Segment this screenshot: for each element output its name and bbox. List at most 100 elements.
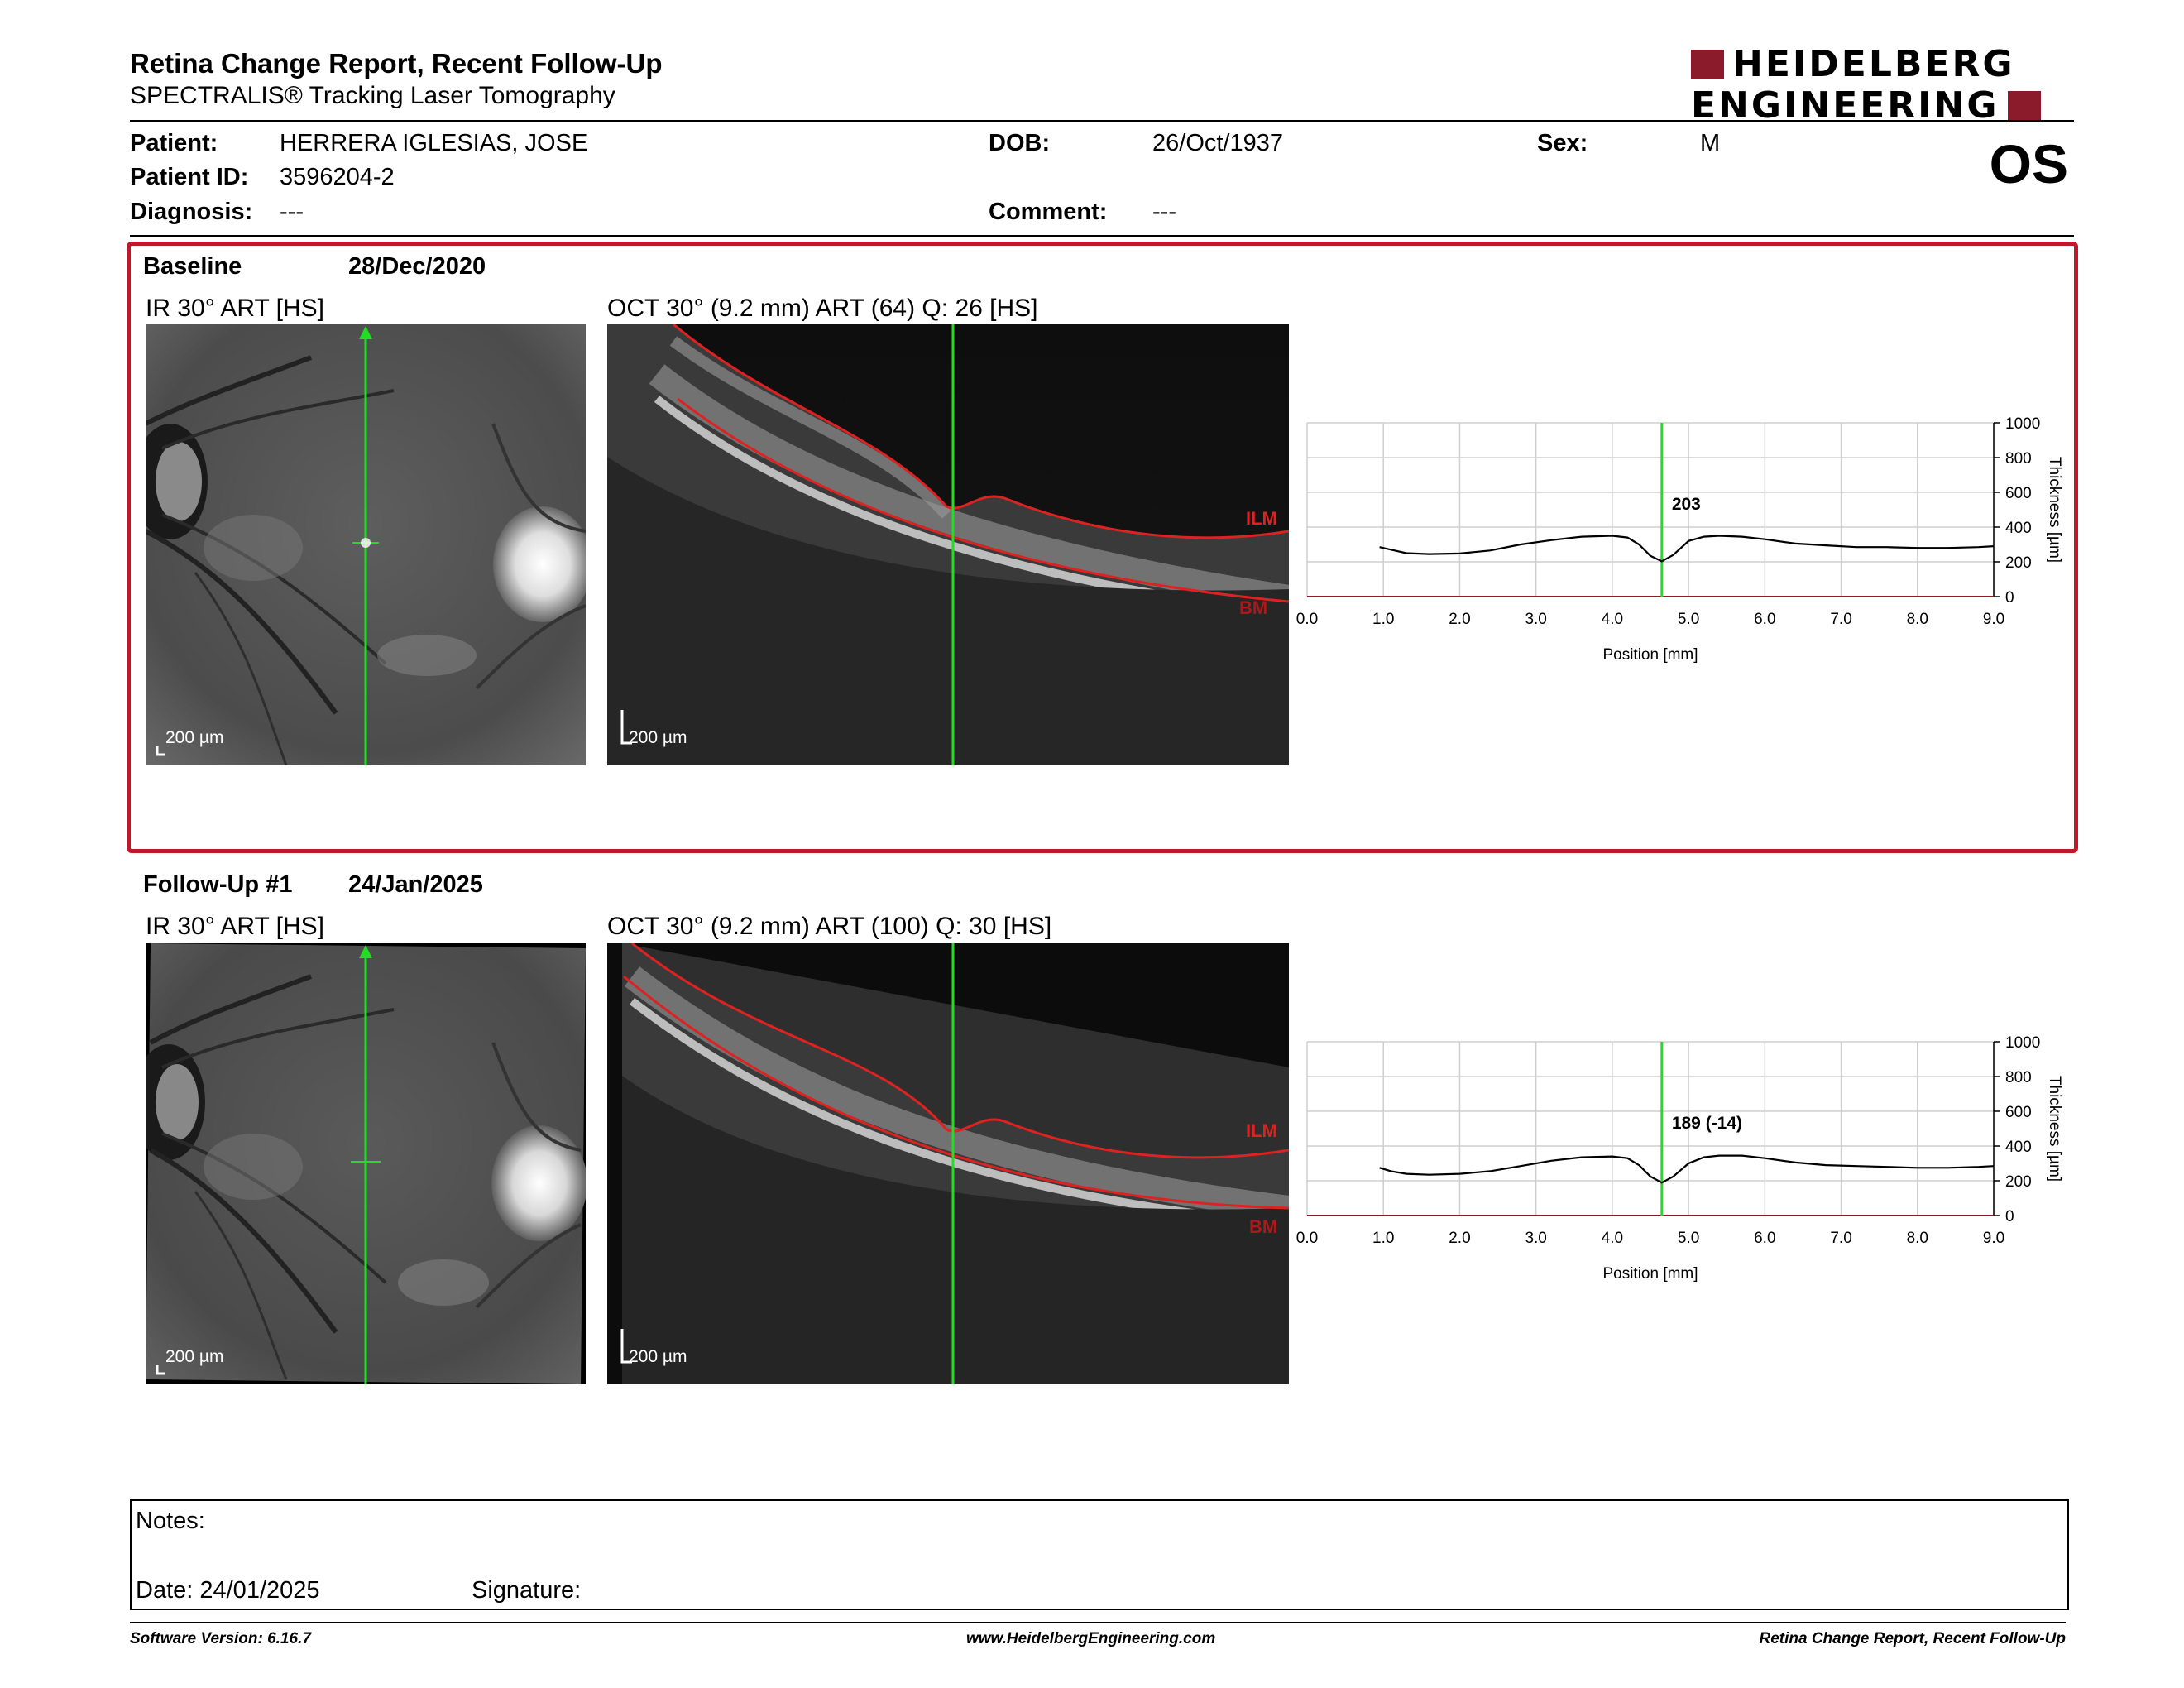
logo-square-icon <box>2007 91 2041 121</box>
baseline-oct-caption: OCT 30° (9.2 mm) ART (64) Q: 26 [HS] <box>607 295 1038 322</box>
baseline-ir-image[interactable]: 200 µm <box>146 324 586 765</box>
ilm-layer-line <box>673 324 1289 539</box>
software-version: Software Version: 6.16.7 <box>130 1630 311 1647</box>
baseline-chart-svg: 0.0 1.0 2.0 3.0 4.0 5.0 6.0 7.0 8.0 9.00 200 400 600… <box>1296 415 2063 664</box>
comment-value: --- <box>1152 199 1176 225</box>
followup-chart-svg: 0.0 1.0 2.0 3.0 4.0 5.0 6.0 7.0 8.0 9.00 200 400 600… <box>1296 1034 2063 1283</box>
diagnosis-value: --- <box>280 199 304 225</box>
followup-oct-caption: OCT 30° (9.2 mm) ART (100) Q: 30 [HS] <box>607 913 1052 940</box>
followup-label: Follow-Up #1 <box>143 871 293 898</box>
followup-oct-svg <box>607 943 1289 1384</box>
scan-direction-arrow-icon <box>359 945 372 958</box>
marker-value-label: 203 <box>1672 495 1701 514</box>
x-tick-label: 2.0 <box>1449 1230 1470 1247</box>
x-tick-label: 9.0 <box>1983 1230 2004 1247</box>
y-tick-label: 200 <box>2005 1173 2032 1191</box>
baseline-thickness-chart[interactable]: 0.0 1.0 2.0 3.0 4.0 5.0 6.0 7.0 8.0 9.0 0 200 400 600… <box>1291 410 2085 675</box>
scale-bar-icon <box>620 1329 632 1364</box>
website-link[interactable]: www.HeidelbergEngineering.com <box>966 1630 1216 1647</box>
baseline-ir-scale: 200 µm <box>165 728 224 747</box>
y-tick-label: 0 <box>2005 1208 2014 1225</box>
x-tick-label: 8.0 <box>1907 611 1928 628</box>
x-tick-label: 6.0 <box>1754 611 1775 628</box>
thickness-profile-line <box>1379 1154 1995 1184</box>
x-tick-label: 9.0 <box>1983 611 2004 628</box>
x-tick-label: 3.0 <box>1525 1230 1546 1247</box>
followup-date: 24/Jan/2025 <box>348 871 483 898</box>
y-axis-label: Thickness [µm] <box>2046 1076 2063 1182</box>
baseline-oct-image[interactable]: ILM BM 200 µm <box>607 324 1289 765</box>
baseline-oct-scale: 200 µm <box>629 728 687 747</box>
x-tick-label: 1.0 <box>1372 1230 1394 1247</box>
scale-bar-icon <box>156 746 165 756</box>
dob-value: 26/Oct/1937 <box>1152 130 1283 156</box>
y-axis-label: Thickness [µm] <box>2046 457 2063 563</box>
footer-divider <box>130 1622 2066 1623</box>
baseline-section <box>127 242 2078 853</box>
x-tick-label: 3.0 <box>1525 611 1546 628</box>
y-tick-label: 400 <box>2005 520 2032 537</box>
dob-label: DOB: <box>989 130 1051 156</box>
logo-line2: ENGINEERING <box>1691 84 2000 127</box>
x-tick-label: 4.0 <box>1602 611 1623 628</box>
baseline-oct-svg <box>607 324 1289 765</box>
baseline-ilm-label: ILM <box>1246 508 1277 529</box>
followup-bm-label: BM <box>1249 1216 1278 1237</box>
baseline-bm-label: BM <box>1239 597 1268 618</box>
ilm-layer-line <box>631 943 1289 1159</box>
followup-thickness-chart[interactable]: 0.0 1.0 2.0 3.0 4.0 5.0 6.0 7.0 8.0 9.0 0 200 400 600… <box>1291 1029 2085 1294</box>
followup-ir-caption: IR 30° ART [HS] <box>146 913 324 940</box>
y-tick-label: 0 <box>2005 589 2014 607</box>
followup-ir-image[interactable]: 200 µm <box>146 943 586 1384</box>
notes-box[interactable] <box>130 1499 2069 1610</box>
x-tick-label: 7.0 <box>1830 611 1851 628</box>
footer-report-name: Retina Change Report, Recent Follow-Up <box>1759 1630 2066 1647</box>
followup-fundus-svg <box>146 943 586 1384</box>
scan-direction-arrow-icon <box>359 326 372 339</box>
sex-value: M <box>1700 130 1721 156</box>
eye-indicator: OS <box>1989 133 2068 194</box>
followup-oct-image[interactable]: ILM BM 200 µm <box>607 943 1289 1384</box>
scale-bar-icon <box>156 1365 165 1375</box>
logo-square-icon <box>1691 50 1724 79</box>
patient-id-label: Patient ID: <box>130 164 249 190</box>
header-divider <box>130 120 2074 122</box>
x-tick-label: 5.0 <box>1678 611 1699 628</box>
baseline-date: 28/Dec/2020 <box>348 253 486 280</box>
y-tick-label: 600 <box>2005 485 2032 502</box>
x-tick-label: 5.0 <box>1678 1230 1699 1247</box>
notes-label: Notes: <box>136 1508 205 1534</box>
comment-label: Comment: <box>989 199 1108 225</box>
sex-label: Sex: <box>1537 130 1588 156</box>
heidelberg-logo: HEIDELBERG ENGINEERING <box>1691 46 2073 124</box>
patient-divider <box>130 235 2074 237</box>
y-tick-label: 600 <box>2005 1104 2032 1121</box>
y-tick-label: 1000 <box>2005 415 2040 433</box>
x-tick-label: 7.0 <box>1830 1230 1851 1247</box>
logo-line1: HEIDELBERG <box>1732 43 2015 85</box>
baseline-ir-caption: IR 30° ART [HS] <box>146 295 324 322</box>
scale-bar-icon <box>620 710 632 745</box>
bm-layer-line <box>677 397 1289 603</box>
patient-id: 3596204-2 <box>280 164 395 190</box>
thickness-profile-line <box>1379 535 1995 563</box>
x-tick-label: 2.0 <box>1449 611 1470 628</box>
followup-ilm-label: ILM <box>1246 1120 1277 1141</box>
y-tick-label: 1000 <box>2005 1034 2040 1052</box>
x-tick-label: 8.0 <box>1907 1230 1928 1247</box>
report-title: Retina Change Report, Recent Follow-Up <box>130 48 663 79</box>
x-tick-label: 1.0 <box>1372 611 1394 628</box>
followup-oct-scale: 200 µm <box>629 1347 687 1366</box>
baseline-label: Baseline <box>143 253 242 280</box>
marker-value-label: 189 (-14) <box>1672 1114 1742 1133</box>
y-tick-label: 400 <box>2005 1139 2032 1156</box>
patient-name: HERRERA IGLESIAS, JOSE <box>280 130 588 156</box>
x-axis-label: Position [mm] <box>1602 1265 1698 1283</box>
x-tick-label: 0.0 <box>1296 611 1318 628</box>
baseline-fundus-svg <box>146 324 586 765</box>
y-tick-label: 200 <box>2005 554 2032 572</box>
report-subtitle: SPECTRALIS® Tracking Laser Tomography <box>130 82 615 109</box>
date-label: Date: 24/01/2025 <box>136 1577 320 1604</box>
y-tick-label: 800 <box>2005 1069 2032 1086</box>
x-tick-label: 6.0 <box>1754 1230 1775 1247</box>
